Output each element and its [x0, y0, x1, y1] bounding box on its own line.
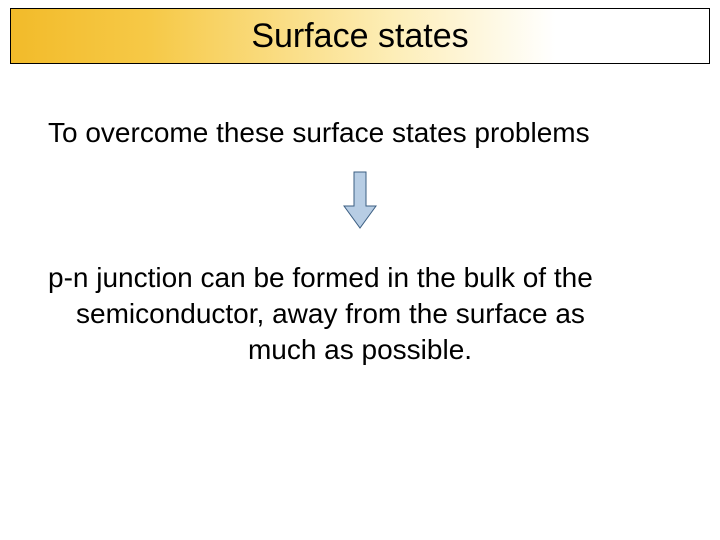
title-bar: Surface states — [10, 8, 710, 64]
arrow-container — [0, 170, 720, 230]
paragraph-solution-line3: much as possible. — [48, 332, 672, 368]
arrow-shape — [344, 172, 376, 228]
paragraph-solution-line2: semiconductor, away from the surface as — [48, 296, 672, 332]
paragraph-solution: p-n junction can be formed in the bulk o… — [48, 260, 672, 367]
paragraph-intro: To overcome these surface states problem… — [48, 115, 672, 150]
paragraph-solution-line1: p-n junction can be formed in the bulk o… — [48, 260, 672, 296]
down-arrow-icon — [342, 170, 378, 230]
content-area: To overcome these surface states problem… — [48, 115, 672, 150]
slide-title: Surface states — [251, 17, 468, 56]
